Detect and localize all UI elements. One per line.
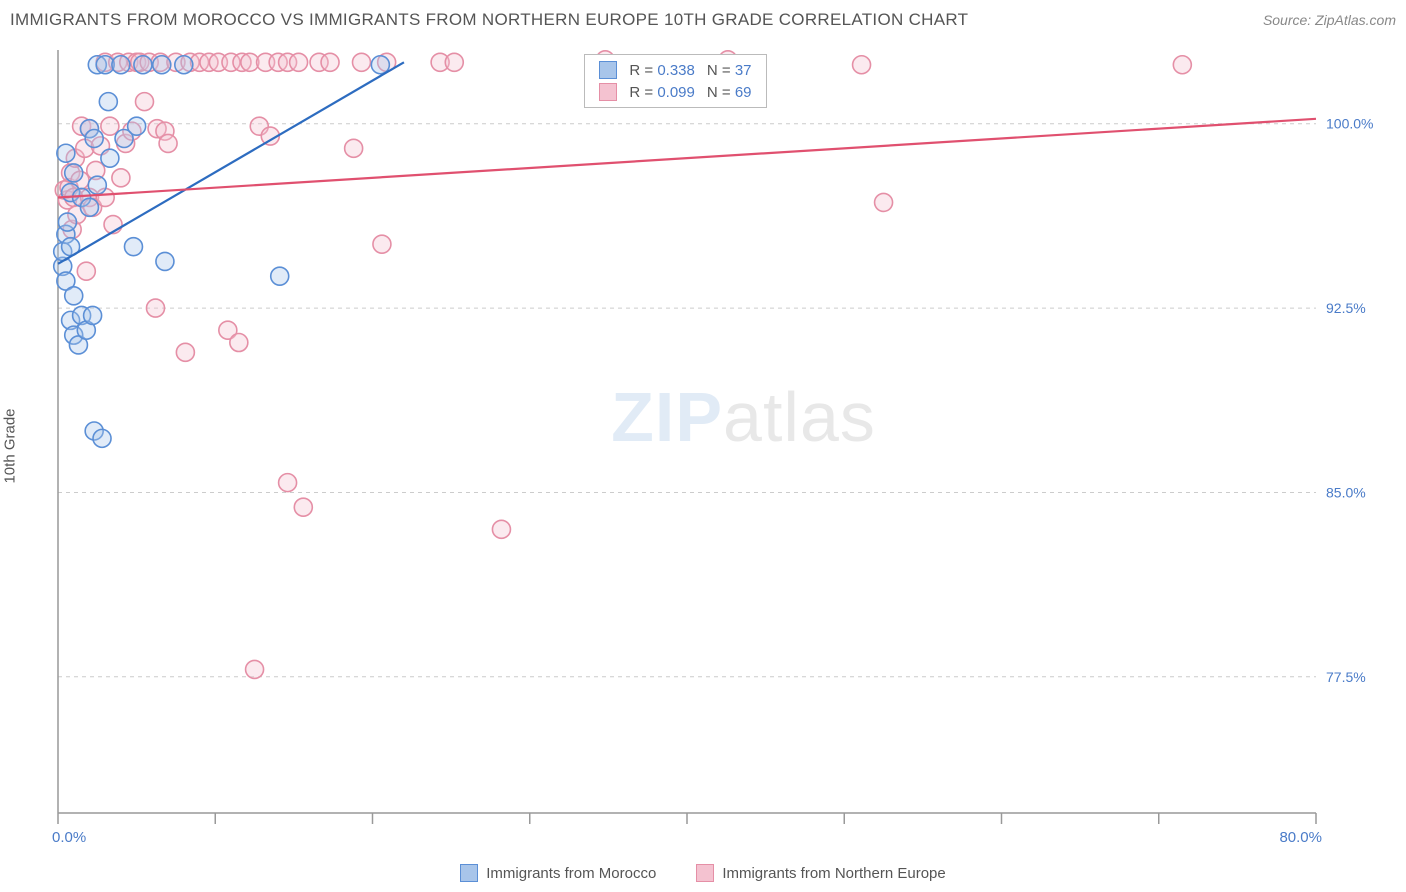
stats-legend-box: R = 0.338 N = 37 R = 0.099 N = 69 [584,54,766,108]
series-swatch [599,83,617,101]
stats-row: R = 0.338 N = 37 [599,59,751,81]
svg-text:77.5%: 77.5% [1326,669,1366,685]
legend-swatch [696,864,714,882]
svg-text:80.0%: 80.0% [1279,829,1322,842]
stat-n: N = 37 [707,62,752,79]
legend-swatch [460,864,478,882]
series-swatch [599,61,617,79]
chart-title: IMMIGRANTS FROM MOROCCO VS IMMIGRANTS FR… [10,10,968,30]
stats-row: R = 0.099 N = 69 [599,81,751,103]
svg-text:92.5%: 92.5% [1326,300,1366,316]
stat-n: N = 69 [707,84,752,101]
stat-r: R = 0.338 [629,62,694,79]
source-credit: Source: ZipAtlas.com [1263,12,1396,28]
svg-text:100.0%: 100.0% [1326,116,1373,132]
legend-label: Immigrants from Morocco [486,865,656,882]
legend-item: Immigrants from Northern Europe [696,864,945,882]
svg-text:85.0%: 85.0% [1326,484,1366,500]
stat-r: R = 0.099 [629,84,694,101]
bottom-legend: Immigrants from Morocco Immigrants from N… [0,864,1406,882]
svg-text:0.0%: 0.0% [52,829,86,842]
y-axis-label: 10th Grade [2,408,19,483]
legend-item: Immigrants from Morocco [460,864,656,882]
plot-area: 77.5%85.0%92.5%100.0%0.0%80.0% ZIPatlas … [50,40,1386,842]
scatter-chart-svg: 77.5% 85.0% 92.5% 100.0% 0.0% 80.0% [50,40,1386,842]
legend-label: Immigrants from Northern Europe [722,865,945,882]
